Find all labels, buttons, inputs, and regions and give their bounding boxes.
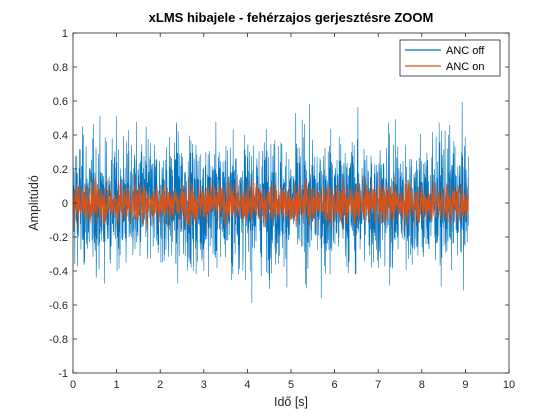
x-tick-label: 4: [244, 379, 250, 391]
y-tick-label: 0.8: [53, 62, 68, 74]
x-tick-label: 6: [332, 379, 338, 391]
y-axis-label: Amplitúdó: [27, 175, 41, 231]
x-tick-label: 2: [157, 379, 163, 391]
x-tick-label: 9: [462, 379, 468, 391]
x-tick-label: 5: [288, 379, 294, 391]
y-tick-label: 1: [62, 28, 68, 40]
axes: [72, 32, 510, 374]
x-tick-label: 0: [70, 379, 76, 391]
chart-title: xLMS hibajele - fehérzajos gerjesztésre …: [149, 10, 434, 25]
x-tick-label: 1: [114, 379, 120, 391]
y-tick-label: 0.2: [53, 164, 68, 176]
y-tick-label: -1: [58, 368, 68, 380]
y-tick-label: -0.2: [49, 232, 68, 244]
y-tick-label: 0: [62, 198, 68, 210]
y-tick-label: 0.4: [53, 130, 68, 142]
y-tick-label: -0.4: [49, 266, 68, 278]
x-tick-label: 8: [419, 379, 425, 391]
y-tick-label: 0.6: [53, 96, 68, 108]
legend-label-anc-on: ANC on: [446, 61, 485, 73]
legend-label-anc-off: ANC off: [446, 45, 485, 57]
series-line-anc-on: [73, 173, 469, 233]
x-tick-label: 7: [375, 379, 381, 391]
series-layer: [73, 101, 469, 303]
y-tick-label: -0.6: [49, 300, 68, 312]
x-tick-label: 3: [201, 379, 207, 391]
legend-box: [399, 39, 501, 77]
x-tick-label: 10: [503, 379, 515, 391]
y-tick-label: -0.8: [49, 334, 68, 346]
legend: ANC off ANC on: [399, 39, 501, 77]
tick-labels: 0 1 2 3 4 5 6 7 8 9 10 -1 -0.8 -0.6 -0.4 -0.2 0 0.2 0.4 0.6…: [49, 28, 515, 391]
x-axis-label: Idő [s]: [274, 395, 308, 409]
